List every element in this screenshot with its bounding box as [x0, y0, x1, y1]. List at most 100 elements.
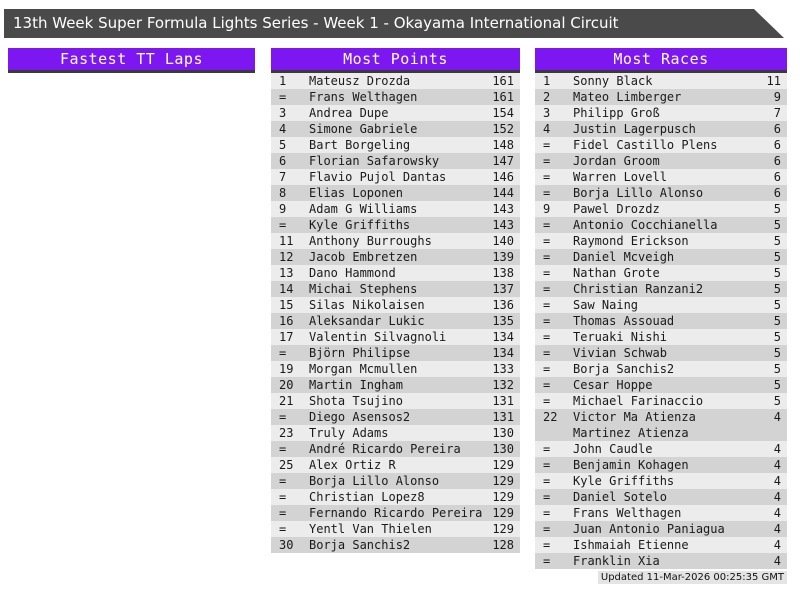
row-name: Pawel Drozdz: [573, 202, 660, 216]
row-value: 154: [492, 106, 514, 120]
row-name: Borja Sanchis2: [573, 362, 675, 376]
last-updated-timestamp: Updated 11-Mar-2026 00:25:35 GMT: [597, 571, 787, 584]
table-row: = Teruaki Nishi 5: [535, 329, 787, 345]
table-row: 6 Florian Safarowsky 147: [271, 153, 520, 169]
row-name: Björn Philipse: [309, 346, 411, 360]
section-header-most-points: Most Points: [271, 48, 520, 73]
row-value: 144: [492, 186, 514, 200]
row-value: 134: [492, 346, 514, 360]
row-value: 4: [773, 522, 781, 536]
table-row: = Diego Asensos2 131: [271, 409, 520, 425]
table-row: = Thomas Assouad 5: [535, 313, 787, 329]
row-value: 148: [492, 138, 514, 152]
table-row: = Borja Lillo Alonso 129: [271, 473, 520, 489]
table-row: 30 Borja Sanchis2 128: [271, 537, 520, 553]
row-name: Flavio Pujol Dantas: [309, 170, 447, 184]
row-rank: 6: [279, 154, 287, 168]
row-rank: 23: [279, 426, 294, 440]
table-row: = Frans Welthagen 161: [271, 89, 520, 105]
row-name: Raymond Erickson: [573, 234, 689, 248]
row-rank: =: [543, 554, 551, 568]
row-value: 4: [773, 490, 781, 504]
page-title: 13th Week Super Formula Lights Series - …: [13, 14, 619, 32]
row-value: 5: [773, 282, 781, 296]
row-rank: 3: [543, 106, 551, 120]
table-row: 4 Simone Gabriele 152: [271, 121, 520, 137]
row-name: Jordan Groom: [573, 154, 660, 168]
row-rank: 8: [279, 186, 287, 200]
row-name: Saw Naing: [573, 298, 639, 312]
section-most-races: Most Races 1 Sonny Black 11 2 Mateo Limberge…: [535, 48, 787, 569]
row-value: 146: [492, 170, 514, 184]
row-value: 128: [492, 538, 514, 552]
table-row: = Ishmaiah Etienne 4: [535, 537, 787, 553]
table-row: 13 Dano Hammond 138: [271, 265, 520, 281]
table-row: 7 Flavio Pujol Dantas 146: [271, 169, 520, 185]
row-name: Borja Lillo Alonso: [309, 474, 440, 488]
table-row: 25 Alex Ortiz R 129: [271, 457, 520, 473]
row-name: Vivian Schwab: [573, 346, 667, 360]
row-value: 6: [773, 154, 781, 168]
row-name: Michael Farinaccio: [573, 394, 704, 408]
row-value: 9: [773, 90, 781, 104]
row-name: Kyle Griffiths: [573, 474, 675, 488]
table-row: 3 Andrea Dupe 154: [271, 105, 520, 121]
row-rank: =: [279, 90, 287, 104]
table-row: = Franklin Xia 4: [535, 553, 787, 569]
row-value: 147: [492, 154, 514, 168]
row-rank: =: [543, 138, 551, 152]
table-row: 21 Shota Tsujino 131: [271, 393, 520, 409]
row-value: 131: [492, 394, 514, 408]
row-rank: =: [543, 474, 551, 488]
row-value: 161: [492, 74, 514, 88]
row-rank: 3: [279, 106, 287, 120]
row-name: Ishmaiah Etienne: [573, 538, 689, 552]
row-value: 139: [492, 250, 514, 264]
table-row: = Fernando Ricardo Pereira 129: [271, 505, 520, 521]
row-name: Daniel Sotelo: [573, 490, 667, 504]
row-value: 140: [492, 234, 514, 248]
table-row: = Yentl Van Thielen 129: [271, 521, 520, 537]
row-name: Elias Loponen: [309, 186, 403, 200]
row-name: Jacob Embretzen: [309, 250, 418, 264]
most-races-table: 1 Sonny Black 11 2 Mateo Limberger 9 3 Philipp …: [535, 73, 787, 569]
row-rank: 1: [543, 74, 551, 88]
table-row: 20 Martin Ingham 132: [271, 377, 520, 393]
row-rank: =: [543, 378, 551, 392]
row-rank: =: [543, 490, 551, 504]
row-rank: =: [543, 458, 551, 472]
row-rank: 15: [279, 298, 294, 312]
row-rank: =: [543, 234, 551, 248]
table-row: = Cesar Hoppe 5: [535, 377, 787, 393]
row-name: Fernando Ricardo Pereira: [309, 506, 483, 520]
table-row: = Jordan Groom 6: [535, 153, 787, 169]
table-row: = Antonio Cocchianella 5: [535, 217, 787, 233]
row-rank: 14: [279, 282, 294, 296]
row-rank: 9: [543, 202, 551, 216]
row-name: Bart Borgeling: [309, 138, 411, 152]
row-name: Philipp Groß: [573, 106, 660, 120]
row-rank: 30: [279, 538, 294, 552]
row-name: Yentl Van Thielen: [309, 522, 432, 536]
row-rank: =: [543, 282, 551, 296]
row-value: 137: [492, 282, 514, 296]
row-name: Nathan Grote: [573, 266, 660, 280]
row-name: Antonio Cocchianella: [573, 218, 718, 232]
row-rank: 16: [279, 314, 294, 328]
table-row: = Björn Philipse 134: [271, 345, 520, 361]
row-value: 5: [773, 202, 781, 216]
row-rank: 9: [279, 202, 287, 216]
table-row: = Borja Lillo Alonso 6: [535, 185, 787, 201]
table-row: 9 Pawel Drozdz 5: [535, 201, 787, 217]
row-value: 129: [492, 522, 514, 536]
row-rank: =: [543, 266, 551, 280]
row-name: Alex Ortiz R: [309, 458, 396, 472]
row-rank: 13: [279, 266, 294, 280]
row-rank: =: [279, 410, 287, 424]
row-name: Adam G Williams: [309, 202, 418, 216]
row-name: Borja Sanchis2: [309, 538, 411, 552]
row-value: 6: [773, 186, 781, 200]
row-name: Mateo Limberger: [573, 90, 682, 104]
table-row: 23 Truly Adams 130: [271, 425, 520, 441]
row-value: 131: [492, 410, 514, 424]
